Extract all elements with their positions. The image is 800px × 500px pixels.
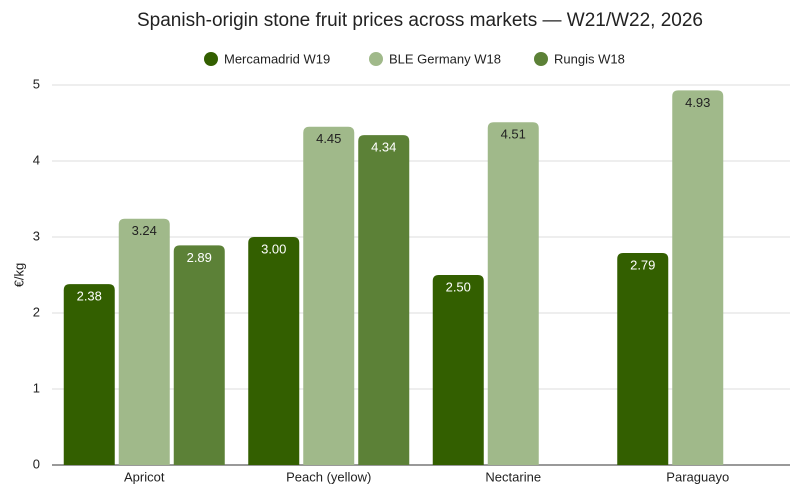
bar	[303, 126, 355, 466]
legend-label: BLE Germany W18	[389, 51, 501, 66]
x-tick-label: Apricot	[124, 469, 165, 484]
bar	[173, 245, 225, 465]
y-tick-label: 1	[33, 380, 40, 395]
y-axis-label: €/kg	[11, 263, 26, 288]
data-label: 2.89	[187, 250, 212, 265]
legend-marker	[534, 52, 548, 66]
bar	[248, 237, 300, 465]
y-tick-label: 0	[33, 456, 40, 471]
data-label: 3.00	[261, 241, 286, 256]
bar	[617, 252, 669, 465]
bar	[432, 275, 484, 465]
legend-label: Rungis W18	[554, 51, 625, 66]
data-label: 3.24	[132, 223, 157, 238]
legend-marker	[369, 52, 383, 66]
data-label: 2.79	[630, 257, 655, 272]
data-label: 4.93	[685, 95, 710, 110]
chart-title: Spanish-origin stone fruit prices across…	[137, 10, 703, 31]
data-label: 4.51	[501, 127, 526, 142]
bar	[63, 284, 115, 465]
y-tick-label: 2	[33, 304, 40, 319]
bar	[672, 90, 724, 465]
x-tick-label: Peach (yellow)	[286, 469, 371, 484]
data-label: 2.38	[77, 289, 102, 304]
y-tick-label: 3	[33, 228, 40, 243]
x-tick-label: Nectarine	[485, 469, 541, 484]
data-label: 4.45	[316, 131, 341, 146]
bar	[118, 218, 170, 465]
data-label: 2.50	[446, 279, 471, 294]
bar	[487, 122, 539, 466]
data-label: 4.34	[371, 140, 396, 155]
x-tick-label: Paraguayo	[666, 469, 729, 484]
legend-label: Mercamadrid W19	[224, 51, 330, 66]
y-tick-label: 4	[33, 152, 40, 167]
legend-marker	[204, 52, 218, 66]
y-tick-label: 5	[33, 76, 40, 91]
bar	[358, 135, 410, 465]
